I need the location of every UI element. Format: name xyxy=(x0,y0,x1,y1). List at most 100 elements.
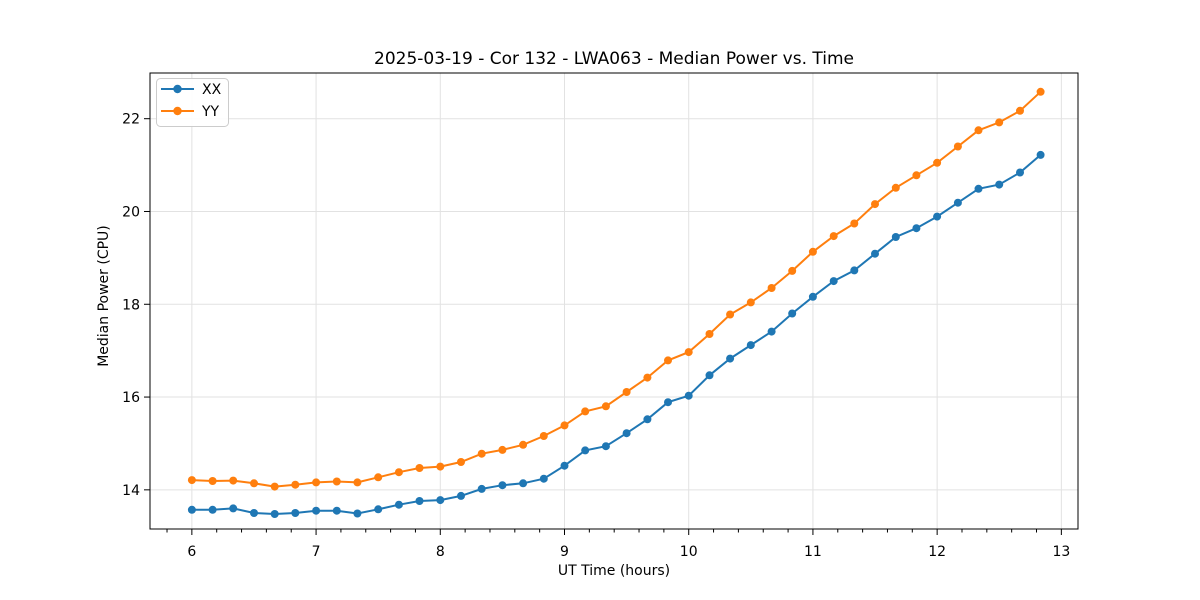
data-point-xx xyxy=(622,429,631,438)
data-point-yy xyxy=(705,330,714,338)
x-tick-label-7: 7 xyxy=(312,544,321,560)
data-point-xx xyxy=(891,233,900,241)
data-point-yy xyxy=(187,476,196,485)
legend-marker-yy xyxy=(173,106,182,116)
data-point-yy xyxy=(871,200,879,209)
data-point-xx xyxy=(229,504,238,513)
data-point-yy xyxy=(353,478,362,487)
data-point-yy xyxy=(746,298,755,307)
data-point-xx xyxy=(519,479,528,488)
chart-title: 2025-03-19 - Cor 132 - LWA063 - Median P… xyxy=(374,49,854,69)
data-point-yy xyxy=(374,473,383,482)
data-point-xx xyxy=(643,415,652,424)
data-point-yy xyxy=(1016,106,1024,115)
data-point-xx xyxy=(291,509,300,517)
data-point-xx xyxy=(912,224,921,233)
data-point-xx xyxy=(1036,150,1045,159)
y-axis-label: Median Power (CPU) xyxy=(96,225,112,367)
series-layer xyxy=(187,87,1045,518)
data-point-yy xyxy=(829,232,838,241)
data-point-xx xyxy=(187,505,196,514)
data-point-xx xyxy=(477,484,486,493)
grid-layer xyxy=(150,73,1078,529)
data-point-yy xyxy=(519,440,528,449)
data-point-xx xyxy=(746,341,755,350)
y-tick-label-14: 14 xyxy=(122,483,140,499)
plot-area-border xyxy=(149,72,1079,530)
data-point-yy xyxy=(933,158,942,167)
legend-marker-xx xyxy=(173,84,182,94)
x-tick-label-12: 12 xyxy=(928,544,946,560)
data-point-yy xyxy=(643,373,652,382)
data-point-yy xyxy=(912,171,921,180)
tick-layer: 6 7 8 9 10 11 12 13 14 16 18 20 22 xyxy=(122,112,1070,560)
data-point-yy xyxy=(953,142,962,151)
data-point-xx xyxy=(871,249,879,258)
data-point-xx xyxy=(933,212,942,221)
data-point-xx xyxy=(394,500,403,509)
x-tick-label-11: 11 xyxy=(804,544,822,560)
data-point-yy xyxy=(726,310,735,319)
data-point-yy xyxy=(208,477,217,485)
series-line-yy xyxy=(191,91,1042,488)
data-point-yy xyxy=(498,445,507,454)
data-point-yy xyxy=(312,478,321,487)
data-point-xx xyxy=(664,398,672,407)
legend-entry-yy: YY xyxy=(161,104,220,120)
data-point-xx xyxy=(374,505,383,514)
legend-label-yy: YY xyxy=(201,104,220,120)
data-point-xx xyxy=(788,309,797,318)
data-point-xx xyxy=(270,510,279,518)
y-tick-label-16: 16 xyxy=(122,390,140,406)
data-point-xx xyxy=(995,180,1004,189)
data-point-xx xyxy=(829,277,838,286)
data-point-xx xyxy=(457,491,465,500)
x-tick-label-10: 10 xyxy=(680,544,698,560)
data-point-xx xyxy=(436,496,445,505)
data-point-yy xyxy=(1036,87,1045,96)
data-point-xx xyxy=(684,391,693,400)
data-point-yy xyxy=(477,449,486,458)
data-point-yy xyxy=(581,407,590,416)
data-point-yy xyxy=(250,479,258,488)
data-point-xx xyxy=(808,292,817,301)
data-point-xx xyxy=(415,497,424,505)
data-point-xx xyxy=(953,198,962,207)
x-tick-label-6: 6 xyxy=(187,544,196,560)
x-tick-label-9: 9 xyxy=(560,544,569,560)
data-point-yy xyxy=(394,468,403,477)
data-point-yy xyxy=(684,348,693,357)
series-line-xx xyxy=(191,154,1042,516)
data-point-xx xyxy=(726,354,735,363)
y-tick-label-22: 22 xyxy=(122,112,140,128)
data-point-yy xyxy=(974,126,983,135)
data-point-xx xyxy=(353,509,362,518)
data-point-xx xyxy=(498,481,507,490)
data-point-yy xyxy=(995,118,1004,127)
data-point-yy xyxy=(560,421,569,430)
data-point-xx xyxy=(974,184,983,193)
data-point-xx xyxy=(705,371,714,380)
data-point-xx xyxy=(208,505,217,514)
y-tick-label-18: 18 xyxy=(122,297,140,313)
data-point-yy xyxy=(229,476,238,485)
data-point-yy xyxy=(891,183,900,192)
data-point-xx xyxy=(767,327,776,336)
data-point-yy xyxy=(332,477,341,486)
x-axis-label: UT Time (hours) xyxy=(558,563,670,579)
legend: XX YY xyxy=(156,78,229,127)
data-point-yy xyxy=(622,388,631,396)
data-point-yy xyxy=(539,432,548,440)
data-point-yy xyxy=(270,482,279,491)
data-point-xx xyxy=(332,506,341,515)
data-point-xx xyxy=(850,266,859,275)
data-point-yy xyxy=(436,462,445,471)
data-point-yy xyxy=(601,402,610,411)
y-tick-label-20: 20 xyxy=(122,204,140,220)
data-point-yy xyxy=(457,458,465,466)
data-point-yy xyxy=(291,480,300,489)
data-point-xx xyxy=(1016,168,1024,177)
data-point-xx xyxy=(560,461,569,470)
